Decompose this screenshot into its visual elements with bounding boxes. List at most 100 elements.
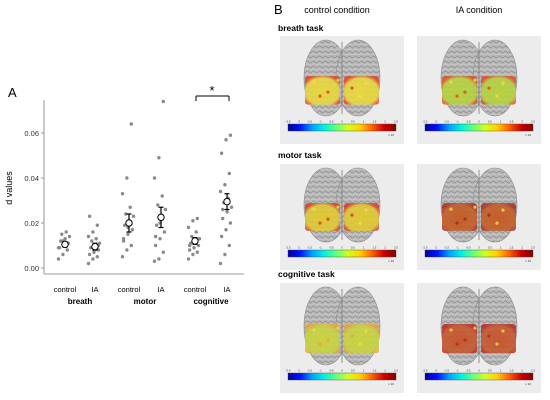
data-point [61,252,65,257]
data-point [87,252,92,257]
mean-marker [157,213,165,222]
channel-dot [473,326,477,330]
y-axis-label: d values [4,171,14,205]
data-point [125,176,129,180]
colorbar-tick: 1.5 [372,369,376,373]
data-point [152,259,157,263]
colorbar-tick: -0.5 [466,120,471,124]
data-point [228,221,233,225]
data-point [194,230,198,234]
channel-dot [318,342,322,346]
colorbar-tick: 0.5 [351,369,355,373]
data-point [121,239,126,243]
data-point [63,237,67,241]
colorbar-tick: 2.5 [394,246,398,250]
x-tick-label: control [54,285,77,294]
data-point [56,246,61,250]
data-point [228,133,233,137]
data-point [129,122,133,126]
data-point [90,239,94,243]
colorbar-tick: -2 [435,369,438,373]
channel-dot [336,326,340,330]
y-tick-label: 0.04 [24,174,39,183]
significance-star: * [209,83,214,98]
colorbar-tick: -0.5 [329,246,334,250]
row-label-motor: motor task [278,150,322,160]
data-point [187,243,192,248]
panel-b-letter: B [274,2,283,17]
colorbar-tick: -2.5 [423,369,428,373]
brain-map: -2.5 -2 -1.5 -1 -0.5 0 0.5 1 1.5 2 2.5 x 10 [417,164,541,270]
colorbar-tick: 2 [384,246,386,250]
y-tick-label: 0.00 [24,264,39,273]
data-point [95,255,100,259]
channel-dot [312,207,316,211]
activation-left [442,324,477,354]
channel-dot [318,94,322,98]
colorbar [287,249,397,258]
data-point [156,203,160,207]
colorbar-tick: -1.5 [444,120,449,124]
colorbar-tick: 1 [363,120,365,124]
data-point [56,257,61,261]
colorbar-unit: x 10 [525,133,531,137]
data-point [157,257,161,261]
channel-dot [364,81,368,85]
data-point [153,234,158,239]
data-point [120,192,125,196]
colorbar-tick: -1.5 [444,246,449,250]
channel-dot [473,78,477,82]
x-tick-label: control [118,285,141,294]
data-point [60,232,64,236]
x-tick-label: IA [223,285,230,294]
data-point [91,257,95,261]
colorbar-tick: -2.5 [423,120,428,124]
channel-dot [350,334,354,338]
data-point [153,243,158,248]
channel-dot [501,208,505,212]
data-point [65,248,70,252]
data-point [219,234,224,239]
significance-bracket: * [195,83,230,101]
channel-dot [350,86,354,90]
data-point [186,225,191,230]
channel-dot [326,338,330,342]
channel-dot [455,221,459,225]
colorbar-tick: 2 [384,369,386,373]
colorbar-tick: -2 [298,369,301,373]
data-point [224,138,228,142]
row-label-cognitive: cognitive task [278,269,335,279]
channel-dot [326,90,330,94]
colorbar-tick: 1 [363,369,365,373]
colorbar-tick: -1 [456,369,459,373]
channel-dot [495,221,499,225]
colorbar-tick: -1.5 [307,246,312,250]
colorbar-tick: 2.5 [531,246,535,250]
colorbar-tick: -1.5 [307,120,312,124]
data-point [158,237,162,241]
data-point [191,219,195,223]
colorbar-unit: x 10 [388,259,394,263]
channel-dot [463,217,467,221]
x-tick-label: IA [157,285,164,294]
colorbar-tick: 0 [478,120,480,124]
brain-map: -2.5 -2 -1.5 -1 -0.5 0 0.5 1 1.5 2 2.5 x 10 [417,36,541,144]
colorbar-tick: -1 [319,369,322,373]
row-label-breath: breath task [278,23,324,33]
colorbar-tick: -2.5 [286,369,291,373]
data-point [160,194,164,198]
activation-left [305,76,340,105]
data-point [155,223,159,227]
data-point [124,212,128,216]
data-point [86,261,91,266]
group-label: breath [68,297,93,306]
activation-left [442,203,477,231]
colorbar-tick: 0 [478,246,480,250]
colorbar-tick: 0 [341,120,343,124]
panel-a-chart: d values 0.00 0.02 0.04 0.06 control IA contr… [4,83,244,306]
activation-left [442,76,477,105]
colorbar-tick: -2 [298,246,301,250]
data-point [128,205,132,209]
data-point [225,210,229,214]
data-point [120,255,125,259]
